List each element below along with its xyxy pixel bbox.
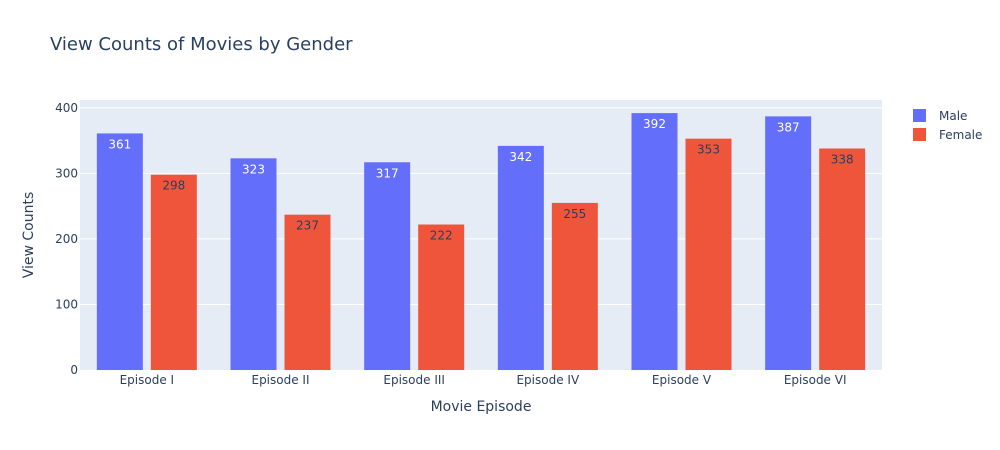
plot-area xyxy=(80,100,882,370)
bar-value-label: 237 xyxy=(296,219,319,233)
bar-male-2[interactable] xyxy=(230,158,277,370)
bar-value-label: 338 xyxy=(831,152,854,166)
x-tick-label: Episode II xyxy=(251,373,309,387)
y-tick-label: 400 xyxy=(55,101,78,115)
gridlines xyxy=(80,107,882,305)
bar-value-label: 392 xyxy=(643,117,666,131)
legend-label-female[interactable]: Female xyxy=(939,128,982,142)
x-tick-label: Episode IV xyxy=(516,373,579,387)
bar-value-label: 361 xyxy=(108,137,131,151)
legend[interactable]: Male Female xyxy=(913,109,982,142)
bars: 361 298 323 237 317 222 342 255 392 353 387 338 xyxy=(96,113,866,371)
bar-value-label: 255 xyxy=(563,207,586,221)
bar-male-3[interactable] xyxy=(364,162,411,370)
bar-female-3[interactable] xyxy=(418,224,465,370)
legend-label-male[interactable]: Male xyxy=(939,109,967,123)
y-tick-label: 0 xyxy=(70,363,78,377)
bar-value-label: 353 xyxy=(697,143,720,157)
x-tick-label: Episode III xyxy=(383,373,445,387)
y-axis-title: View Counts xyxy=(21,192,37,279)
bar-male-6[interactable] xyxy=(765,116,812,371)
bar-value-label: 222 xyxy=(430,229,453,243)
bar-female-5[interactable] xyxy=(685,138,732,370)
x-axis-ticks: Episode I Episode II Episode III Episode IV… xyxy=(120,373,847,387)
bar-value-label: 342 xyxy=(509,150,532,164)
chart-title: View Counts of Movies by Gender xyxy=(50,34,353,55)
bar-value-label: 298 xyxy=(162,179,185,193)
x-tick-label: Episode VI xyxy=(784,373,847,387)
y-tick-label: 200 xyxy=(55,232,78,246)
bar-value-label: 317 xyxy=(376,166,399,180)
bar-female-1[interactable] xyxy=(150,174,197,370)
y-axis-ticks: 0 100 200 300 400 xyxy=(55,101,78,377)
bar-female-2[interactable] xyxy=(284,214,331,370)
y-tick-label: 100 xyxy=(55,297,78,311)
bar-value-label: 323 xyxy=(242,162,265,176)
x-axis-title: Movie Episode xyxy=(431,399,532,415)
bar-male-5[interactable] xyxy=(631,113,678,370)
x-tick-label: Episode I xyxy=(120,373,174,387)
legend-swatch-male[interactable] xyxy=(913,109,926,122)
x-tick-label: Episode V xyxy=(652,373,712,387)
bar-value-label: 387 xyxy=(777,120,800,134)
bar-male-1[interactable] xyxy=(96,133,143,370)
bar-female-6[interactable] xyxy=(819,148,866,370)
y-tick-label: 300 xyxy=(55,166,78,180)
bar-female-4[interactable] xyxy=(551,202,598,370)
bar-male-4[interactable] xyxy=(497,145,544,370)
legend-swatch-female[interactable] xyxy=(913,128,926,141)
